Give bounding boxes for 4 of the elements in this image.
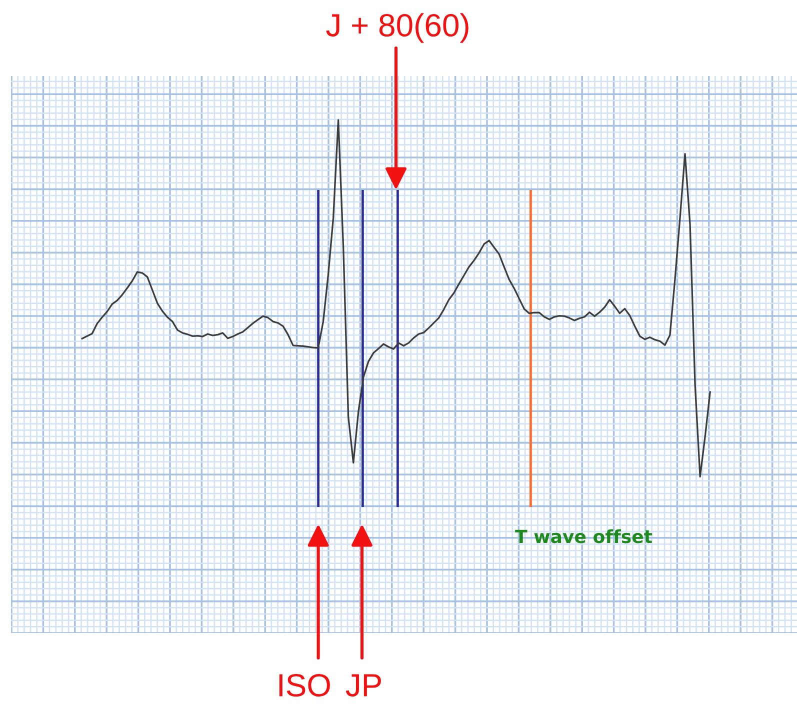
text: JP bbox=[346, 674, 381, 697]
text: ISO bbox=[279, 674, 330, 697]
text: J + 80(60) bbox=[326, 13, 468, 43]
text: T wave offset bbox=[515, 529, 652, 544]
